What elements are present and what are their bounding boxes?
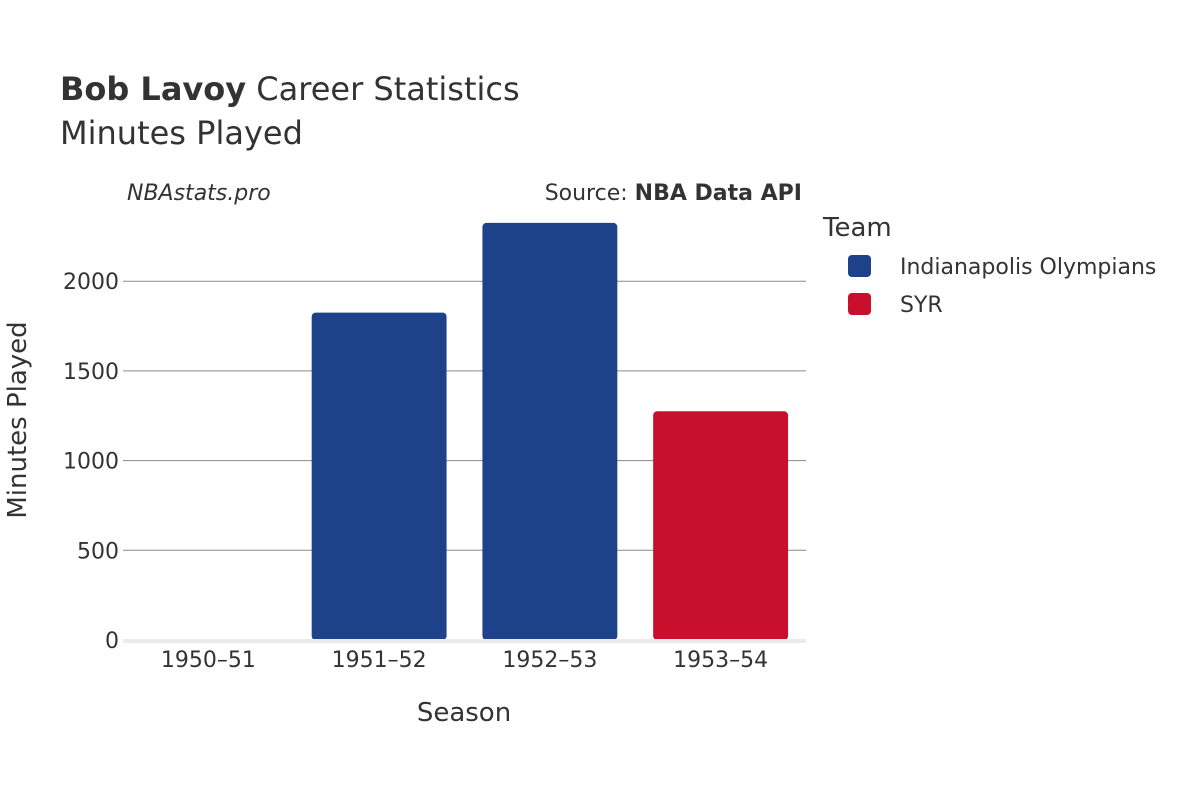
x-axis-title: Season <box>417 698 511 728</box>
bar[interactable] <box>653 411 789 640</box>
bar[interactable] <box>311 312 447 640</box>
chart-subtitle: Minutes Played <box>60 114 303 152</box>
y-tick-label: 2000 <box>63 270 119 295</box>
x-tick-label: 1950–51 <box>161 648 256 673</box>
x-tick-label: 1953–54 <box>673 648 768 673</box>
chart-title: Bob Lavoy Career Statistics <box>60 70 520 108</box>
x-tick-label: 1951–52 <box>332 648 427 673</box>
x-tick-label: 1952–53 <box>502 648 597 673</box>
y-tick-label: 500 <box>77 539 119 564</box>
legend: Team Indianapolis Olympians SYR <box>822 213 1156 318</box>
source-name: NBA Data API <box>635 181 802 206</box>
source-prefix: Source: <box>545 181 635 206</box>
axis-layer: 0 500 1000 1500 2000 1950–51 1951–52 1952–53 195… <box>63 270 806 673</box>
y-axis-title: Minutes Played <box>3 321 33 518</box>
y-tick-label: 1000 <box>63 450 119 475</box>
chart-title-suffix: Career Statistics <box>246 70 520 108</box>
legend-swatch[interactable] <box>848 293 871 315</box>
y-tick-label: 1500 <box>63 360 119 385</box>
legend-label[interactable]: SYR <box>900 293 943 318</box>
chart-title-player: Bob Lavoy <box>60 70 246 108</box>
legend-items: Indianapolis Olympians SYR <box>848 255 1156 318</box>
legend-label[interactable]: Indianapolis Olympians <box>900 255 1156 280</box>
source-text: Source: NBA Data API <box>545 181 802 206</box>
bar[interactable] <box>482 222 618 640</box>
legend-swatch[interactable] <box>848 255 871 277</box>
y-tick-label: 0 <box>105 629 119 654</box>
legend-title: Team <box>822 213 892 243</box>
bar-layer <box>140 222 789 640</box>
watermark-text: NBAstats.pro <box>127 181 271 206</box>
